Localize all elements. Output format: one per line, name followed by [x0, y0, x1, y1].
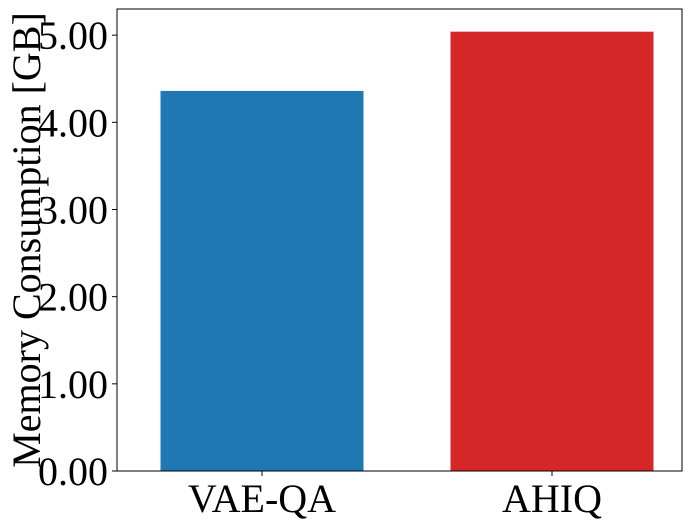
y-tick-label: 5.00 — [38, 13, 108, 58]
y-tick-label: 1.00 — [38, 362, 108, 407]
y-axis-title: Memory Consumption [GB] — [4, 12, 49, 468]
x-axis-ticks: VAE-QA AHIQ — [188, 471, 602, 521]
y-tick-label: 2.00 — [38, 275, 108, 320]
y-axis-ticks: 0.00 1.00 2.00 3.00 4.00 5.00 — [38, 13, 117, 494]
y-tick-label: 4.00 — [38, 100, 108, 145]
bar-vae-qa — [160, 90, 364, 471]
y-tick-label: 0.00 — [38, 449, 108, 494]
plot-frame — [116, 8, 683, 472]
bars-group — [160, 31, 654, 471]
x-tick-label: AHIQ — [502, 476, 602, 521]
y-tick-label: 3.00 — [38, 187, 108, 232]
bar-ahiq — [450, 31, 654, 471]
x-tick-label: VAE-QA — [188, 476, 336, 521]
